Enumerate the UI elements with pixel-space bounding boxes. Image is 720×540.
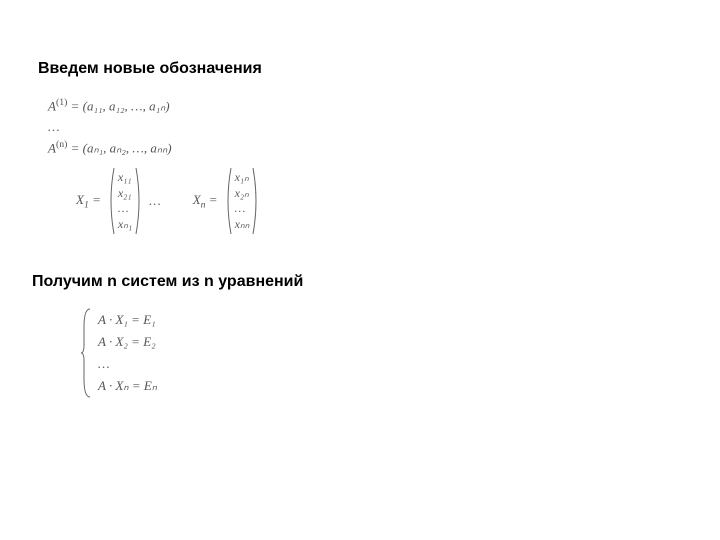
An-elements: aₙ₁, aₙ₂, …, aₙₙ [87,140,167,155]
left-brace-icon [80,307,92,399]
column-vectors-row: X1 = x₁₁ x₂₁ … xₙ₁ … Xn = x₁ₙ x₂ₙ … xₙₙ [76,167,682,235]
row-def-ellipsis: … [48,118,682,136]
system-line-1: A · X₁ = E₁ [98,311,157,329]
X1-entry-3: … [118,202,132,215]
system-lines: A · X₁ = E₁ A · X₂ = E₂ … A · Xₙ = Eₙ [92,309,157,397]
system-line-3: … [98,355,157,373]
A1-symbol: A [48,98,56,113]
X1-entry-2: x₂₁ [118,187,132,200]
Xn-entry-2: x₂ₙ [235,187,250,200]
system-of-equations: A · X₁ = E₁ A · X₂ = E₂ … A · Xₙ = Eₙ [48,307,682,399]
system-line-4: A · Xₙ = Eₙ [98,377,157,395]
Xn-vector: x₁ₙ x₂ₙ … xₙₙ [224,167,261,235]
Xn-label: Xn = [193,191,218,212]
An-eq-open: = ( [67,140,87,155]
X1-label: X1 = [76,191,101,212]
X1-eq: = [89,192,101,207]
Xn-entry-1: x₁ₙ [235,171,250,184]
rparen-icon [252,167,260,235]
lparen-icon [224,167,232,235]
row-def-A1: A(1) = (a₁₁, a₁₂, …, a₁ₙ) [48,96,682,116]
An-symbol: A [48,140,56,155]
X1-entry-4: xₙ₁ [118,218,132,231]
A1-eq-open: = ( [67,98,87,113]
vectors-ellipsis: … [149,192,161,210]
system-line-2: A · X₂ = E₂ [98,333,157,351]
An-close: ) [167,140,171,155]
Xn-entry-3: … [235,202,250,215]
heading-new-notation: Введем новые обозначения [38,60,682,78]
X1-entries: x₁₁ x₂₁ … xₙ₁ [115,169,135,233]
X1-vector: x₁₁ x₂₁ … xₙ₁ [107,167,143,235]
lparen-icon [107,167,115,235]
X1-letter: X [76,192,84,207]
Xn-entry-4: xₙₙ [235,218,250,231]
X1-entry-1: x₁₁ [118,171,132,184]
row-def-An: A(n) = (aₙ₁, aₙ₂, …, aₙₙ) [48,138,682,158]
rparen-icon [135,167,143,235]
A1-close: ) [165,98,169,113]
A1-elements: a₁₁, a₁₂, …, a₁ₙ [87,98,165,113]
row-vector-definitions: A(1) = (a₁₁, a₁₂, …, a₁ₙ) … A(n) = (aₙ₁,… [48,96,682,235]
heading-n-systems: Получим n систем из n уравнений [32,273,682,291]
A1-superscript: (1) [56,97,67,108]
system-wrap: A · X₁ = E₁ A · X₂ = E₂ … A · Xₙ = Eₙ [80,307,682,399]
Xn-eq: = [206,192,218,207]
An-superscript: (n) [56,139,67,150]
Xn-entries: x₁ₙ x₂ₙ … xₙₙ [232,169,253,233]
Xn-letter: X [193,192,201,207]
